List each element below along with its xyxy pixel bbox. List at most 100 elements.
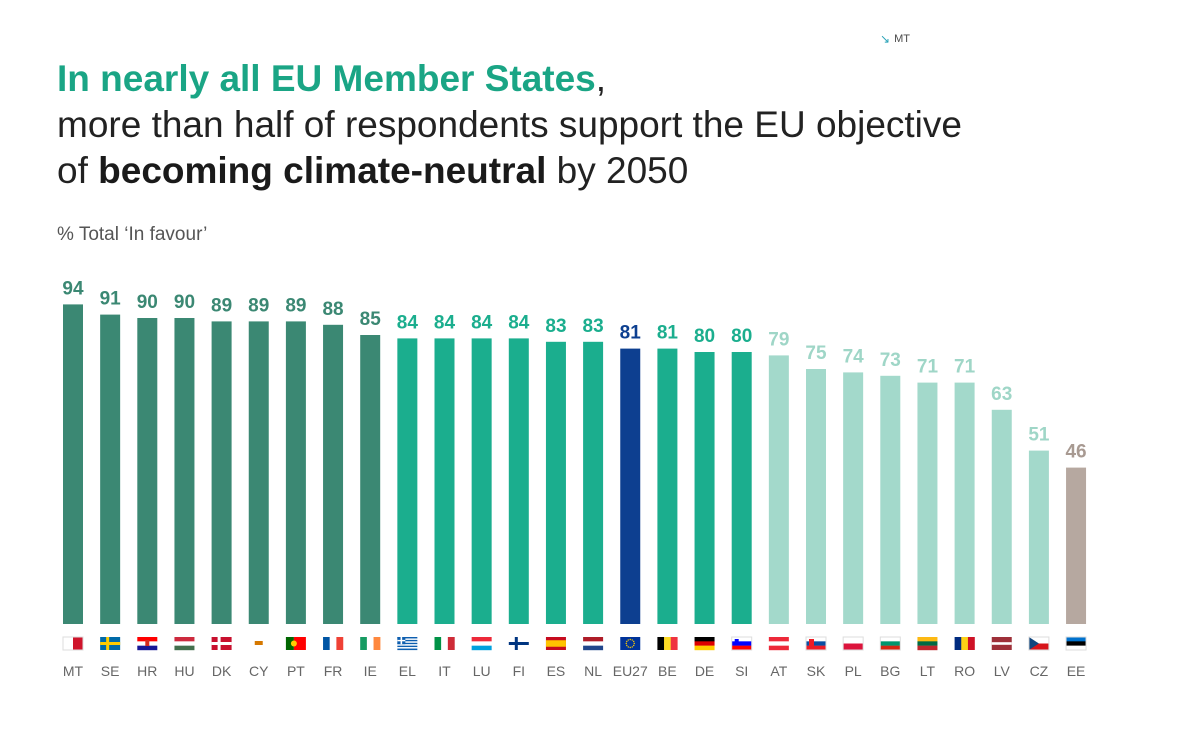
chart-title: In nearly all EU Member States, more tha… (57, 56, 1057, 194)
belgium-flag-icon (657, 637, 678, 650)
spain-flag-icon (545, 637, 566, 650)
malta-map-icon: ↘ (880, 32, 891, 46)
value-label-fr: 88 (322, 299, 343, 320)
bar-si (731, 352, 752, 624)
value-label-eu27: 81 (620, 323, 642, 344)
slovakia-flag-icon (805, 636, 827, 651)
value-label-pl: 74 (843, 346, 865, 367)
value-label-fi: 84 (508, 312, 530, 333)
bar-cy (248, 321, 269, 624)
luxembourg-flag-icon (471, 637, 492, 651)
corner-label: ↘ MT (880, 33, 910, 45)
bar-pl (843, 372, 864, 624)
slovenia-flag-icon (731, 636, 753, 651)
category-label-es: ES (547, 663, 566, 679)
corner-label-text: MT (894, 33, 910, 45)
bar-el (397, 338, 418, 624)
category-label-it: IT (438, 663, 451, 679)
value-label-at: 79 (768, 329, 789, 350)
czechia-flag-icon (1028, 636, 1050, 651)
category-label-hu: HU (174, 663, 194, 679)
category-label-mt: MT (63, 663, 84, 679)
category-label-ie: IE (364, 663, 377, 679)
value-label-lt: 71 (917, 357, 939, 378)
value-label-pt: 89 (285, 295, 306, 316)
category-label-lt: LT (920, 663, 936, 679)
denmark-flag-icon (211, 637, 232, 650)
bar-ee (1066, 467, 1087, 624)
bar-cz (1028, 450, 1049, 624)
eu-flag-icon (620, 637, 641, 650)
category-label-lv: LV (994, 663, 1011, 679)
bar-sk (806, 369, 826, 624)
value-label-lv: 63 (991, 384, 1012, 405)
category-label-eu27: EU27 (613, 663, 648, 679)
bar-nl (583, 341, 604, 624)
category-label-fi: FI (513, 663, 525, 679)
poland-flag-icon (842, 636, 864, 651)
category-label-cz: CZ (1030, 663, 1049, 679)
value-label-es: 83 (545, 316, 566, 337)
title-line-3-post: by 2050 (546, 150, 689, 191)
title-bold-phrase: becoming climate-neutral (98, 150, 547, 191)
category-label-pl: PL (845, 663, 862, 679)
value-label-lu: 84 (471, 312, 493, 333)
bar-dk (211, 321, 232, 624)
estonia-flag-icon (1065, 636, 1087, 651)
category-label-be: BE (658, 663, 677, 679)
category-label-hr: HR (137, 663, 157, 679)
category-label-dk: DK (212, 663, 232, 679)
bar-lt (917, 382, 938, 624)
bar-hr (137, 318, 158, 624)
austria-flag-icon (768, 637, 789, 651)
bar-ro (954, 382, 975, 624)
value-label-ro: 71 (954, 357, 976, 378)
title-line-1: In nearly all EU Member States, (57, 56, 1057, 102)
value-label-nl: 83 (583, 316, 604, 337)
sweden-flag-icon (100, 637, 121, 650)
category-label-si: SI (735, 663, 748, 679)
bar-hu (174, 318, 195, 624)
value-label-ie: 85 (360, 309, 382, 330)
category-label-fr: FR (324, 663, 343, 679)
bar-at (768, 355, 789, 624)
bar-be (657, 348, 678, 624)
title-highlight: In nearly all EU Member States (57, 58, 596, 99)
lithuania-flag-icon (917, 637, 938, 651)
category-label-de: DE (695, 663, 714, 679)
netherlands-flag-icon (583, 637, 604, 651)
category-label-at: AT (770, 663, 787, 679)
hungary-flag-icon (174, 637, 195, 651)
value-label-mt: 94 (62, 278, 84, 299)
latvia-flag-icon (991, 637, 1012, 650)
malta-flag-icon (62, 636, 84, 651)
title-line-3: of becoming climate-neutral by 2050 (57, 148, 1057, 194)
value-label-cz: 51 (1028, 425, 1050, 446)
value-label-hu: 90 (174, 292, 195, 313)
romania-flag-icon (954, 637, 975, 650)
value-label-si: 80 (731, 326, 752, 347)
title-line-1-rest: , (595, 58, 607, 99)
title-line-3-pre: of (57, 150, 99, 191)
bar-bg (880, 375, 901, 624)
france-flag-icon (323, 637, 344, 650)
value-label-se: 91 (100, 289, 122, 310)
bar-es (545, 341, 566, 624)
category-label-ee: EE (1067, 663, 1086, 679)
value-label-de: 80 (694, 326, 715, 347)
croatia-flag-icon (137, 637, 158, 651)
category-label-lu: LU (473, 663, 491, 679)
finland-flag-icon (508, 637, 529, 650)
bar-ie (360, 335, 381, 624)
bar-fi (508, 338, 529, 624)
value-label-dk: 89 (211, 295, 232, 316)
category-label-se: SE (101, 663, 120, 679)
value-label-sk: 75 (805, 343, 827, 364)
bar-lu (471, 338, 492, 624)
portugal-flag-icon (285, 637, 306, 650)
category-label-sk: SK (807, 663, 826, 679)
bar-it (434, 338, 455, 624)
value-label-hr: 90 (137, 292, 158, 313)
ireland-flag-icon (360, 637, 381, 650)
